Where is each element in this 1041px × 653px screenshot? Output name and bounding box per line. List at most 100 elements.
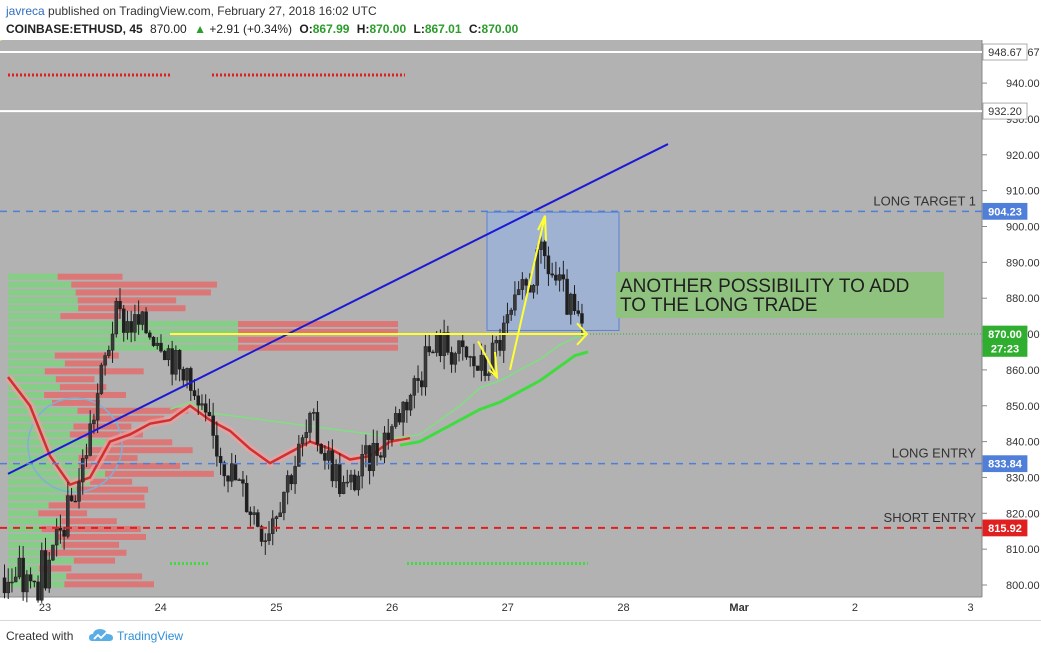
candle-down bbox=[472, 356, 475, 365]
volume-profile-bar-down bbox=[49, 502, 146, 508]
candle-up bbox=[364, 446, 367, 455]
candle-down bbox=[476, 366, 479, 371]
candle-up bbox=[48, 560, 51, 588]
volume-profile-bar-down bbox=[105, 471, 214, 477]
candle-up bbox=[294, 466, 297, 483]
price-label-text: 27:23 bbox=[991, 343, 1019, 355]
candle-up bbox=[558, 275, 561, 281]
open-value: 867.99 bbox=[313, 22, 350, 36]
candle-up bbox=[305, 432, 308, 437]
level-label: LONG TARGET 1 bbox=[873, 193, 976, 208]
candle-up bbox=[174, 350, 177, 374]
candle-up bbox=[458, 341, 461, 354]
candle-up bbox=[18, 558, 21, 577]
candle-down bbox=[566, 279, 569, 314]
volume-profile-bar-up bbox=[8, 360, 65, 366]
projection-rectangle bbox=[487, 212, 619, 330]
candle-up bbox=[167, 349, 170, 360]
candle-down bbox=[551, 274, 554, 275]
x-tick-label: 26 bbox=[386, 602, 398, 614]
volume-profile-bar-up bbox=[8, 550, 43, 556]
candle-down bbox=[405, 402, 408, 410]
candle-down bbox=[353, 475, 356, 490]
candle-down bbox=[499, 340, 502, 350]
high-value: 870.00 bbox=[369, 22, 406, 36]
volume-profile-bar-up bbox=[8, 502, 49, 508]
candle-down bbox=[543, 242, 546, 256]
candle-up bbox=[230, 464, 233, 482]
candle-up bbox=[186, 368, 189, 380]
volume-profile-bar-down bbox=[76, 289, 211, 295]
y-tick-label: 800.00 bbox=[1006, 580, 1040, 592]
candle-down bbox=[320, 444, 323, 453]
candle-down bbox=[323, 453, 326, 460]
tradingview-link[interactable]: TradingView bbox=[117, 629, 183, 643]
candle-down bbox=[29, 575, 32, 581]
volume-profile-bar-down bbox=[71, 282, 217, 288]
volume-profile-bar-up bbox=[8, 495, 65, 501]
candle-down bbox=[290, 476, 293, 484]
candle-up bbox=[25, 575, 28, 592]
volume-profile-bar-up bbox=[8, 368, 45, 374]
low-label: L: bbox=[414, 22, 425, 36]
candle-up bbox=[435, 333, 438, 352]
volume-profile-bar-down bbox=[58, 274, 123, 280]
symbol-label[interactable]: COINBASE:ETHUSD, 45 bbox=[6, 22, 143, 36]
candle-up bbox=[115, 301, 118, 334]
author-link[interactable]: javreca bbox=[6, 4, 45, 18]
volume-profile-bar-down bbox=[90, 479, 132, 485]
candle-down bbox=[171, 349, 174, 375]
x-tick-label: 27 bbox=[502, 602, 514, 614]
symbol-info: COINBASE:ETHUSD, 45 870.00 ▲ +2.91 (+0.3… bbox=[6, 22, 522, 36]
candle-up bbox=[409, 395, 412, 410]
candle-down bbox=[420, 381, 423, 387]
x-tick-label: 25 bbox=[270, 602, 282, 614]
annotation-line-2: TO THE LONG TRADE bbox=[620, 295, 817, 316]
candle-down bbox=[338, 464, 341, 493]
candle-up bbox=[413, 378, 416, 395]
high-label: H: bbox=[357, 22, 370, 36]
candle-down bbox=[562, 275, 565, 279]
volume-profile-bar-up bbox=[8, 313, 60, 319]
candle-up bbox=[92, 420, 95, 424]
candle-up bbox=[394, 413, 397, 426]
candle-down bbox=[118, 301, 121, 309]
candle-down bbox=[439, 333, 442, 355]
volume-profile-bar-down bbox=[238, 337, 398, 343]
chart-header: javreca published on TradingView.com, Fe… bbox=[0, 0, 1041, 40]
candle-down bbox=[227, 476, 230, 481]
published-text: published on TradingView.com, February 2… bbox=[48, 4, 377, 18]
y-tick-label: 920.00 bbox=[1006, 150, 1040, 162]
candle-down bbox=[554, 275, 557, 280]
candle-up bbox=[238, 480, 241, 481]
candle-down bbox=[22, 558, 25, 592]
annotation-line-1: ANOTHER POSSIBILITY TO ADD bbox=[620, 276, 909, 297]
level-label: SHORT ENTRY bbox=[884, 510, 977, 525]
candle-down bbox=[525, 279, 528, 285]
candle-up bbox=[279, 513, 282, 517]
candle-down bbox=[122, 309, 125, 333]
candle-up bbox=[424, 347, 427, 387]
volume-profile-bar-down bbox=[56, 376, 95, 382]
candle-up bbox=[100, 365, 103, 393]
candle-down bbox=[241, 480, 244, 484]
candle-up bbox=[96, 394, 99, 421]
candle-up bbox=[510, 310, 513, 314]
candle-down bbox=[249, 512, 252, 515]
volume-profile-bar-down bbox=[61, 518, 116, 524]
volume-profile-bar-up bbox=[8, 337, 238, 343]
candle-down bbox=[148, 333, 151, 337]
x-tick-label: 28 bbox=[617, 602, 629, 614]
volume-profile-bar-down bbox=[60, 313, 119, 319]
x-tick-label: 2 bbox=[852, 602, 858, 614]
candle-up bbox=[312, 412, 315, 413]
candle-up bbox=[55, 528, 58, 545]
candle-up bbox=[126, 321, 129, 332]
publish-info: javreca published on TradingView.com, Fe… bbox=[6, 4, 377, 18]
footer: Created with TradingView bbox=[0, 620, 1041, 653]
candle-down bbox=[465, 347, 468, 357]
candle-up bbox=[111, 334, 114, 350]
volume-profile-bar-down bbox=[64, 581, 154, 587]
volume-profile-bar-up bbox=[8, 353, 55, 359]
